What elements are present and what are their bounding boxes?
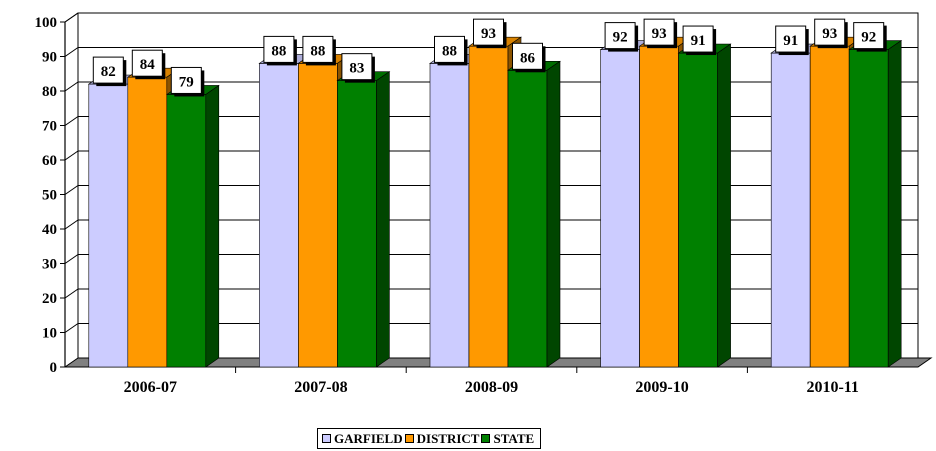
- data-label: 82: [101, 64, 116, 80]
- legend-item-district: DISTRICT: [404, 430, 480, 447]
- bar: [639, 45, 679, 368]
- data-label: 91: [691, 33, 706, 49]
- y-tick-label: 0: [50, 360, 58, 376]
- data-label: 88: [310, 43, 325, 59]
- bar: [678, 52, 718, 368]
- data-label-box: [341, 53, 373, 81]
- legend-label-garfield: GARFIELD: [334, 430, 403, 446]
- bar-side: [376, 71, 390, 368]
- gridline-side: [64, 185, 79, 195]
- bar: [337, 80, 377, 368]
- y-tick-label: 70: [42, 119, 57, 135]
- bar: [259, 63, 299, 368]
- y-tick-label: 80: [42, 84, 57, 100]
- gridline-side: [64, 254, 79, 264]
- gridline-side: [64, 150, 79, 161]
- bar: [127, 76, 168, 368]
- data-label-box: [775, 25, 807, 53]
- bar: [298, 63, 338, 368]
- data-label-box: [604, 22, 636, 50]
- data-label: 91: [783, 33, 798, 49]
- legend-label-district: DISTRICT: [416, 430, 480, 446]
- legend-item-state: STATE: [481, 431, 534, 447]
- bar: [166, 94, 207, 368]
- bar-chart: 0 10 20 30 40 50 60 70 80 90 100 2006-07 82 84 79 2007-…: [35, 12, 933, 396]
- legend: GARFIELD DISTRICT STATE: [317, 428, 542, 449]
- data-label-box: [814, 18, 846, 46]
- data-label-box: [643, 18, 675, 46]
- data-label-box: [302, 35, 334, 63]
- gridline-side: [64, 81, 79, 92]
- data-label: 92: [613, 30, 628, 46]
- gridline-side: [64, 219, 79, 230]
- x-tick-label: 2009-10: [635, 379, 688, 396]
- bar: [429, 63, 470, 368]
- data-label: 88: [271, 43, 286, 59]
- data-label: 79: [179, 74, 194, 90]
- legend-item-garfield: GARFIELD: [322, 431, 403, 447]
- data-label: 84: [140, 57, 156, 73]
- data-label-box: [92, 56, 124, 84]
- bar: [848, 49, 889, 368]
- data-label: 93: [652, 26, 667, 42]
- bar-side: [717, 43, 731, 368]
- data-label-box: [263, 35, 295, 63]
- y-tick-label: 20: [42, 291, 57, 307]
- gridline-side: [64, 47, 79, 57]
- data-label-box: [170, 66, 202, 94]
- data-label: 86: [520, 50, 536, 66]
- data-label-box: [853, 22, 885, 50]
- y-tick-label: 100: [35, 15, 58, 31]
- legend-swatch-district: [404, 434, 414, 443]
- data-label-box: [473, 18, 504, 46]
- bar: [809, 45, 850, 368]
- bar: [507, 70, 548, 368]
- data-label: 83: [349, 61, 364, 77]
- x-tick-label: 2006-07: [124, 379, 177, 396]
- x-tick-label: 2008-09: [465, 379, 518, 396]
- bar: [600, 49, 640, 368]
- legend-swatch-state: [481, 434, 491, 443]
- data-label: 92: [861, 30, 876, 46]
- legend-swatch-garfield: [322, 434, 331, 443]
- bar: [770, 52, 811, 368]
- data-label: 93: [822, 26, 837, 42]
- gridline-side: [64, 116, 79, 126]
- y-tick-label: 30: [42, 257, 57, 273]
- y-axis-top: [64, 12, 79, 23]
- data-label: 88: [442, 43, 457, 59]
- bar-side: [887, 40, 902, 368]
- legend-label-state: STATE: [493, 430, 535, 446]
- y-tick-label: 10: [42, 326, 57, 342]
- y-tick-label: 60: [42, 153, 57, 169]
- x-tick-label: 2010-11: [806, 379, 858, 396]
- data-label-box: [434, 35, 465, 63]
- data-label-box: [512, 42, 543, 70]
- y-tick-label: 90: [42, 50, 57, 66]
- bar-side: [546, 60, 561, 368]
- y-tick-label: 40: [42, 222, 57, 238]
- data-label: 93: [481, 26, 496, 42]
- bar: [468, 45, 509, 368]
- gridline-side: [64, 288, 79, 299]
- bar-side: [205, 84, 220, 368]
- data-label-box: [682, 25, 714, 53]
- x-tick-label: 2007-08: [294, 379, 347, 396]
- bar: [88, 83, 129, 368]
- gridline-side: [64, 323, 79, 333]
- y-tick-label: 50: [42, 188, 57, 204]
- data-label-box: [131, 49, 163, 77]
